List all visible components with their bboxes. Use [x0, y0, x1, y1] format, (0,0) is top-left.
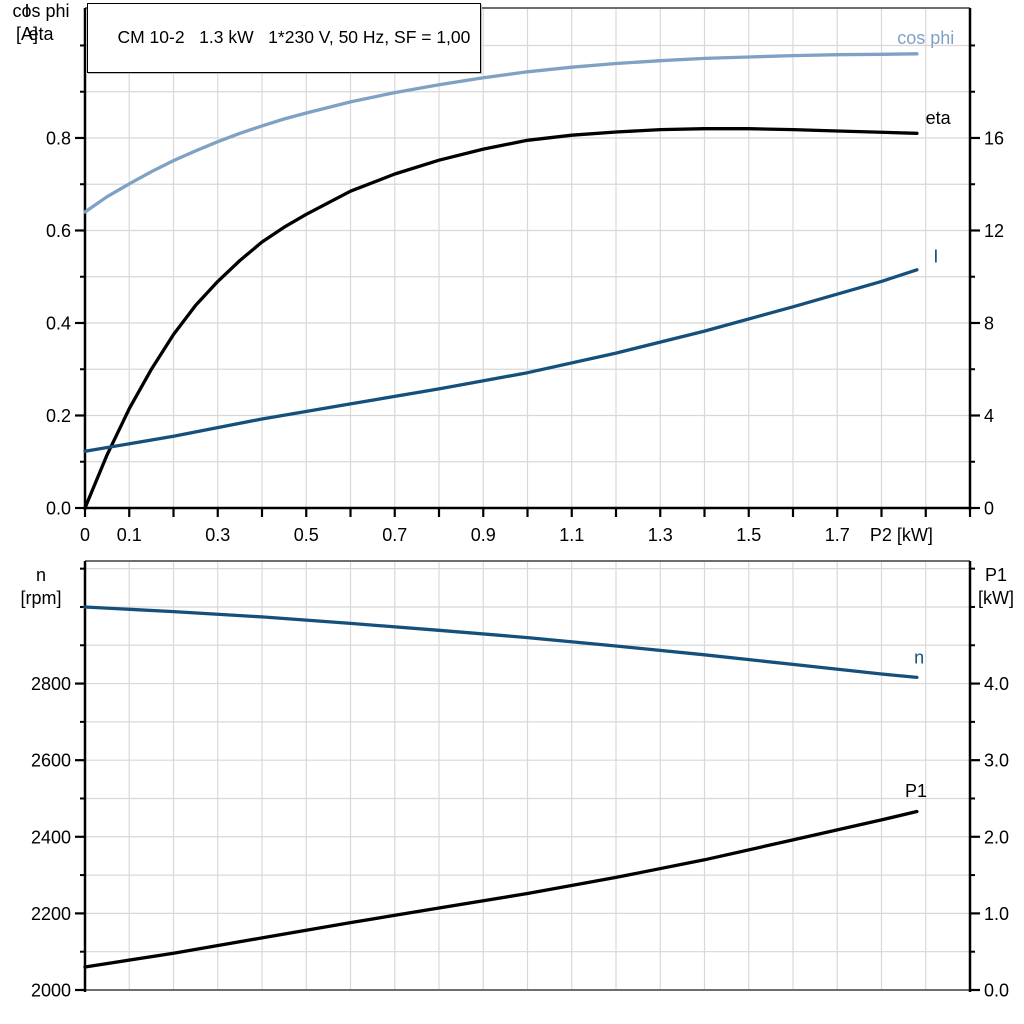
x-axis-tick-label: 1.3 [648, 525, 673, 545]
right-axis-tick-label: 12 [984, 221, 1004, 241]
right-axis-tick-label: 0 [984, 499, 994, 519]
curve-label-n: n [914, 648, 924, 668]
curve-p1 [83, 809, 919, 969]
left-axis-tick-label: 0.4 [46, 313, 71, 333]
left-axis-label-line2: eta [28, 24, 54, 44]
right-axis-tick-label: 3.0 [984, 751, 1009, 771]
chart-title-box: CM 10-2 1.3 kW 1*230 V, 50 Hz, SF = 1,00 [87, 3, 482, 73]
right-axis-tick-label: 2.0 [984, 827, 1009, 847]
left-axis-tick-label: 2200 [31, 904, 71, 924]
right-axis-tick-label: 16 [984, 128, 1004, 148]
x-axis-tick-label: 0.1 [117, 525, 142, 545]
right-axis-tick-label: 8 [984, 313, 994, 333]
left-axis-tick-label: 2400 [31, 827, 71, 847]
x-axis-tick-label: 0 [80, 525, 90, 545]
left-axis-tick-label: 2600 [31, 751, 71, 771]
bottom-chart-right-axis-label: P1 [kW] [968, 564, 1024, 610]
left-axis-tick-label: 0.2 [46, 406, 71, 426]
chart-title: CM 10-2 1.3 kW 1*230 V, 50 Hz, SF = 1,00 [117, 27, 471, 47]
x-axis-tick-label: 0.9 [471, 525, 496, 545]
curve-label-i: I [933, 246, 938, 266]
curve-cos-phi [83, 52, 919, 214]
left-axis-label-line1: cos phi [12, 1, 70, 21]
x-axis-tick-label: 0.7 [382, 525, 407, 545]
curve-n [83, 605, 919, 680]
bottom-chart-left-axis-label: n [rpm] [0, 564, 82, 610]
x-axis-tick-label: 0.5 [294, 525, 319, 545]
curve-label-eta: eta [926, 108, 952, 128]
top-chart-right-axis-label: I [A] [0, 0, 54, 46]
left-axis-tick-label: 0.0 [46, 499, 71, 519]
top-chart-left-axis-label: cos phi eta [0, 0, 82, 46]
curve-i [83, 268, 919, 453]
right-axis-tick-label: 0.0 [984, 981, 1009, 1001]
right-axis-tick-label: 4 [984, 406, 994, 426]
right-axis-tick-label: 1.0 [984, 904, 1009, 924]
left-axis-tick-label: 0.8 [46, 128, 71, 148]
left-axis-tick-label: 2800 [31, 674, 71, 694]
curve-label-cos-phi: cos phi [897, 28, 954, 48]
left-axis-label-line2: [rpm] [20, 588, 62, 608]
left-axis-tick-label: 2000 [31, 981, 71, 1001]
right-axis-label-line1: I [24, 1, 30, 21]
curve-eta [83, 127, 919, 510]
left-axis-label-line1: n [35, 565, 46, 585]
x-axis-tick-label: 0.3 [205, 525, 230, 545]
right-axis-label-line2: [A] [15, 24, 38, 44]
x-axis-label: P2 [kW] [870, 525, 933, 545]
x-axis-tick-label: 1.5 [736, 525, 761, 545]
right-axis-label-line2: [kW] [978, 588, 1014, 608]
right-axis-label-line1: P1 [984, 565, 1008, 585]
x-axis-tick-label: 1.7 [825, 525, 850, 545]
right-axis-tick-label: 4.0 [984, 674, 1009, 694]
left-axis-tick-label: 0.6 [46, 221, 71, 241]
curve-label-p1: P1 [905, 781, 927, 801]
x-axis-tick-label: 1.1 [559, 525, 584, 545]
